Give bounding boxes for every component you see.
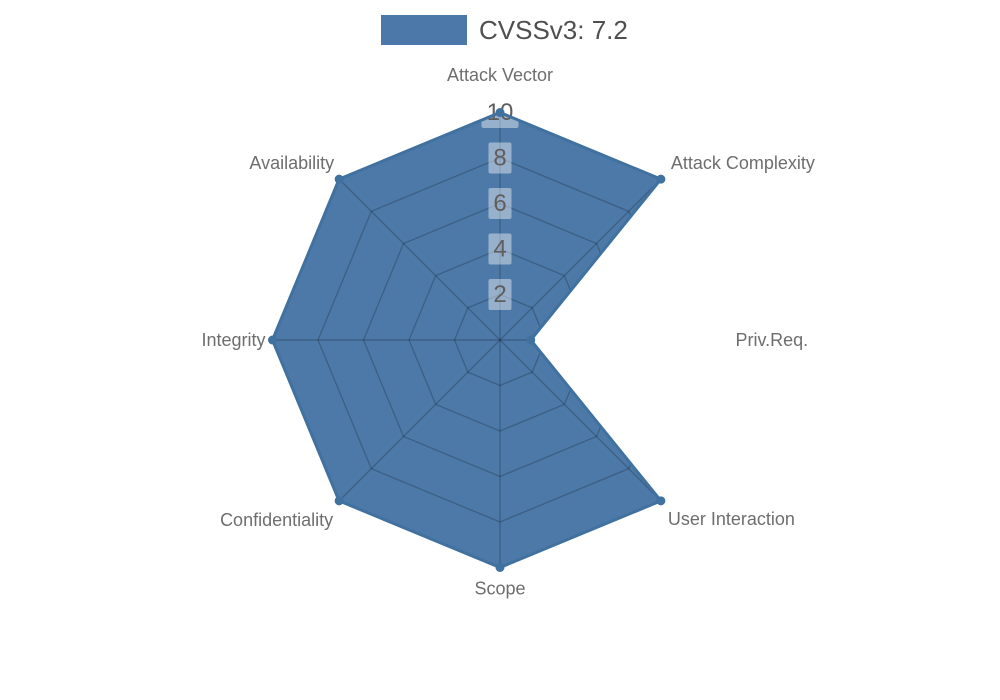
vertex-marker (334, 174, 344, 184)
grid-spoke (338, 178, 501, 341)
grid-spoke (499, 178, 661, 341)
radial-tick-label: 8 (493, 145, 506, 172)
axis-label-integrity: Integrity (201, 330, 265, 350)
grid-ring (453, 293, 547, 387)
vertex-marker (495, 563, 505, 572)
vertex-marker (495, 108, 505, 117)
grid-spoke (499, 339, 661, 502)
radial-tick-label: 4 (493, 236, 506, 263)
legend: CVSSv3: 7.2 (381, 15, 628, 45)
grid-spoke (338, 339, 501, 502)
vertex-marker (526, 335, 536, 345)
axis-label-availability: Availability (249, 153, 334, 173)
radial-tick-label: 6 (493, 190, 506, 217)
axis-label-user-interaction: User Interaction (668, 509, 795, 529)
axis-label-attack-complexity: Attack Complexity (671, 153, 815, 173)
axis-label-priv-req: Priv.Req. (736, 330, 809, 350)
axis-label-attack-vector: Attack Vector (447, 65, 553, 85)
legend-swatch (381, 15, 467, 45)
vertex-marker (656, 174, 666, 184)
data-polygon-fill (272, 112, 661, 568)
vertex-marker (268, 335, 277, 345)
tick-label-box (488, 142, 512, 174)
axis-label-confidentiality: Confidentiality (220, 510, 333, 530)
axis-label-scope: Scope (474, 579, 525, 599)
tick-label-box (488, 188, 512, 219)
radial-tick-label: 2 (493, 281, 506, 308)
tick-label-box (488, 233, 512, 265)
vertex-marker (656, 496, 666, 506)
tick-label-box (488, 279, 512, 310)
vertex-marker (334, 496, 344, 506)
legend-label: CVSSv3: 7.2 (479, 15, 628, 45)
